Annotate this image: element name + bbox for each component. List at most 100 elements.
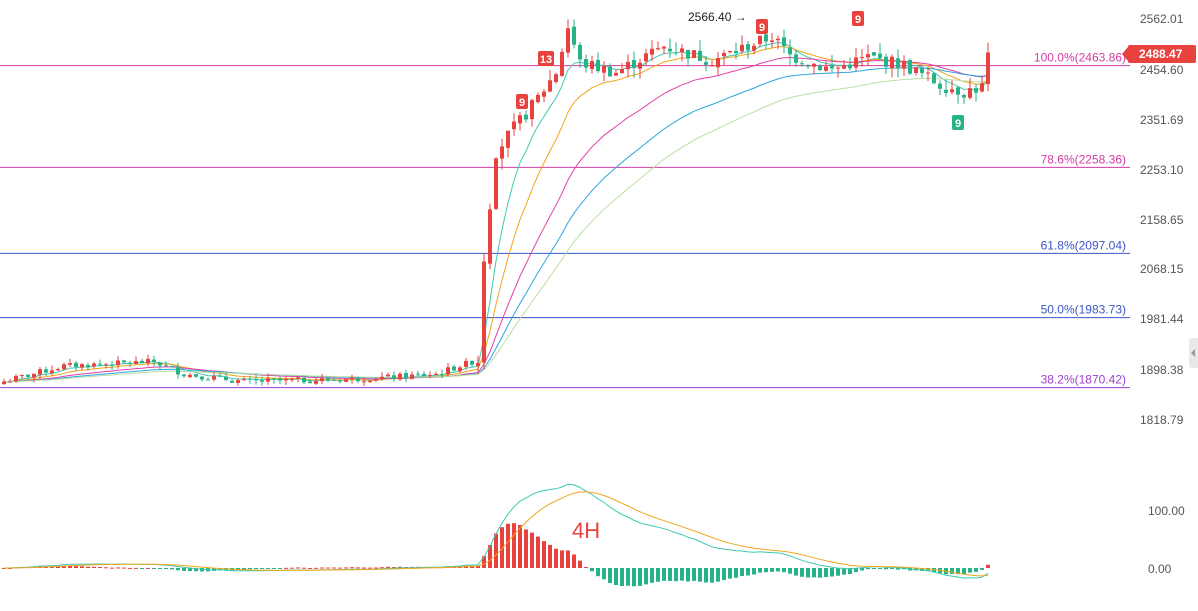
macd-histogram-bar	[380, 567, 384, 569]
candle-body	[416, 373, 420, 375]
candle-body	[26, 374, 30, 377]
candle-body	[92, 363, 96, 367]
fib-level-label: 61.8%(2097.04)	[1041, 238, 1126, 252]
last-price-value: 2488.47	[1139, 47, 1183, 61]
macd-histogram-bar	[284, 567, 288, 569]
macd-histogram-bar	[734, 568, 738, 578]
macd-histogram-bar	[218, 568, 222, 571]
candle-body	[152, 359, 156, 362]
macd-histogram-bar	[986, 564, 990, 568]
macd-histogram-bar	[512, 523, 516, 568]
macd-histogram-bar	[506, 523, 510, 568]
macd-histogram-bar	[482, 556, 486, 568]
candle-body	[398, 373, 402, 380]
candle-body	[602, 65, 606, 73]
macd-histogram-bar	[722, 568, 726, 581]
candle-body	[344, 379, 348, 382]
macd-histogram-bar	[764, 568, 768, 573]
candle-body	[902, 61, 906, 69]
candle-body	[506, 130, 510, 148]
macd-histogram-bar	[188, 568, 192, 572]
candle-body	[662, 46, 666, 49]
candle-body	[746, 44, 750, 51]
sequential-count-badge	[952, 115, 964, 130]
macd-histogram-bar	[350, 567, 354, 569]
candle-body	[536, 94, 540, 103]
candle-body	[548, 80, 552, 92]
candle-body	[950, 89, 954, 93]
candle-body	[8, 381, 12, 383]
candle-body	[212, 376, 216, 380]
macd-histogram-bar	[704, 568, 708, 583]
candle-body	[908, 60, 912, 74]
candle-body	[458, 367, 462, 372]
candle-body	[428, 375, 432, 377]
candle-body	[254, 378, 258, 381]
macd-histogram-bar	[362, 567, 366, 569]
macd-histogram-bar	[374, 567, 378, 569]
candle-body	[380, 376, 384, 379]
candle-body	[704, 62, 708, 65]
price-axis: 2562.01 2454.60 2351.69 2253.10 2158.65 2068.…	[1140, 12, 1184, 427]
macd-histogram-bar	[338, 567, 342, 569]
macd-histogram-bar	[122, 567, 126, 569]
macd-histogram-bar	[92, 566, 96, 568]
macd-histogram-bar	[920, 568, 924, 571]
macd-histogram-bar	[56, 566, 60, 568]
candle-body	[146, 358, 150, 364]
macd-histogram-bar	[332, 567, 336, 569]
candle-body	[722, 52, 726, 57]
candle-body	[698, 50, 702, 61]
candle-body	[116, 360, 120, 366]
candle-body	[290, 379, 294, 381]
candle-body	[218, 375, 222, 377]
macd-histogram-bar	[80, 566, 84, 568]
timeframe-label: 4H	[572, 518, 600, 543]
candle-body	[872, 52, 876, 56]
macd-histogram-bar	[314, 567, 318, 569]
macd-histogram-bar	[494, 533, 498, 568]
macd-histogram-bar	[386, 566, 390, 568]
candle-body	[206, 379, 210, 381]
panel-collapse-handle[interactable]	[1189, 338, 1198, 368]
candle-body	[86, 364, 90, 368]
macd-histogram-bar	[596, 568, 600, 577]
moving-average-line	[4, 56, 989, 383]
macd-histogram-bar	[356, 567, 360, 569]
candle-body	[986, 52, 990, 85]
macd-histogram-bar	[896, 568, 900, 570]
candle-body	[776, 38, 780, 41]
sequential-count-text: 9	[855, 14, 861, 26]
candle-body	[650, 48, 654, 55]
candle-body	[74, 362, 78, 367]
moving-average-line	[4, 41, 989, 383]
candle-body	[296, 377, 300, 379]
candle-body	[686, 49, 690, 59]
candle-body	[734, 50, 738, 54]
candle-body	[878, 53, 882, 58]
macd-histogram-bar	[320, 567, 324, 569]
candle-body	[110, 364, 114, 366]
macd-histogram-bar	[248, 568, 252, 570]
macd-histogram-bar	[854, 568, 858, 573]
candle-body	[248, 378, 252, 380]
macd-histogram-bar	[830, 568, 834, 577]
candle-body	[770, 40, 774, 43]
candle-body	[890, 56, 894, 69]
macd-histogram-bar	[242, 568, 246, 570]
candle-body	[482, 261, 486, 363]
macd-histogram-bar	[86, 566, 90, 568]
macd-histogram-bar	[152, 568, 156, 569]
macd-tick-label: 0.00	[1148, 562, 1172, 576]
candle-body	[134, 361, 138, 365]
sequential-count-badge	[538, 51, 554, 66]
candle-body	[974, 88, 978, 93]
macd-histogram-bar	[746, 568, 750, 576]
candle-body	[914, 67, 918, 74]
price-tick-label: 2454.60	[1140, 63, 1184, 77]
candle-body	[182, 374, 186, 377]
candle-body	[764, 34, 768, 42]
macd-histogram-bar	[110, 567, 114, 569]
candle-body	[674, 52, 678, 54]
